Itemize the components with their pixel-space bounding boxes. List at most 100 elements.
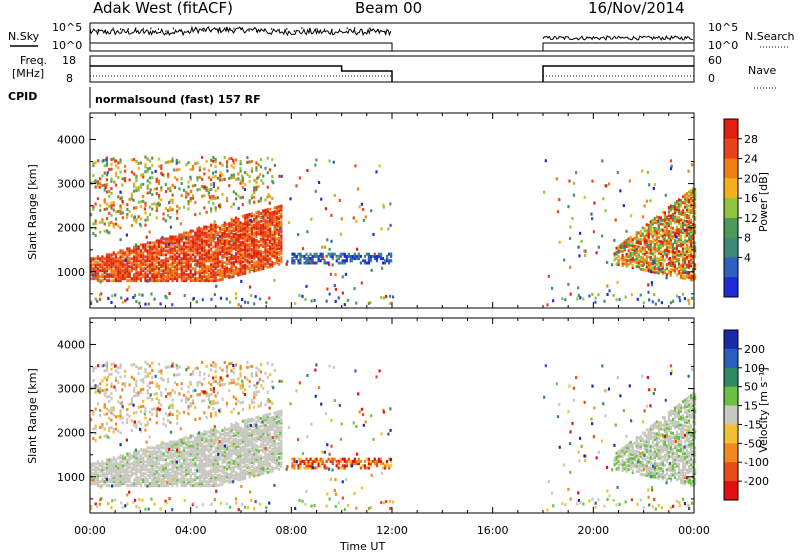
- power-cell: [239, 268, 242, 272]
- power-cell: [255, 264, 258, 268]
- power-cell: [119, 279, 122, 283]
- velocity-cell: [139, 454, 143, 458]
- power-cell: [155, 247, 158, 251]
- power-cell: [212, 265, 215, 269]
- power-colorbar-label: Power [dB]: [757, 172, 770, 232]
- power-cell: [106, 230, 109, 234]
- power-cell: [248, 160, 251, 164]
- power-cell: [673, 270, 677, 274]
- power-cell: [119, 158, 122, 162]
- power-cell: [133, 277, 136, 281]
- power-cell: [685, 231, 689, 235]
- velocity-cell: [234, 445, 238, 449]
- power-cell: [139, 249, 143, 253]
- power-cell: [266, 208, 269, 212]
- power-cell: [185, 251, 188, 255]
- velocity-cell: [244, 460, 247, 464]
- power-cell: [291, 261, 294, 265]
- power-cell: [221, 263, 224, 267]
- power-cell: [268, 296, 271, 300]
- velocity-cell: [167, 470, 170, 474]
- power-cell: [268, 263, 272, 267]
- velocity-cell: [126, 480, 129, 484]
- velocity-cell: [162, 474, 165, 478]
- velocity-cell: [239, 462, 242, 466]
- power-cell: [248, 222, 251, 226]
- power-cell: [246, 221, 249, 225]
- velocity-cell: [234, 437, 238, 441]
- power-cell: [214, 170, 218, 174]
- power-cell: [130, 251, 133, 255]
- velocity-cell: [255, 453, 258, 457]
- power-cell: [273, 250, 276, 254]
- power-cell: [112, 273, 115, 277]
- power-cell: [337, 257, 340, 261]
- power-cell: [148, 255, 152, 259]
- power-cell: [330, 213, 333, 217]
- velocity-cell: [146, 446, 149, 450]
- power-cell: [207, 269, 210, 273]
- velocity-cell: [205, 484, 208, 488]
- velocity-cell: [212, 474, 215, 478]
- velocity-cell: [214, 454, 217, 458]
- power-cell: [661, 218, 664, 222]
- power-cell: [250, 238, 254, 242]
- velocity-cell: [203, 432, 206, 436]
- power-cell: [647, 223, 650, 227]
- power-cell: [246, 247, 249, 251]
- velocity-cell: [144, 464, 147, 468]
- power-cell: [219, 176, 222, 180]
- power-cell: [246, 156, 249, 160]
- power-cell: [250, 252, 254, 256]
- power-cell: [103, 261, 106, 265]
- power-cell: [309, 259, 312, 263]
- power-cell: [185, 163, 188, 167]
- velocity-cell: [157, 458, 161, 462]
- power-cell: [657, 298, 660, 302]
- power-cell: [648, 183, 651, 187]
- power-cell: [189, 275, 192, 279]
- velocity-cell: [241, 445, 244, 449]
- power-cell: [167, 213, 170, 217]
- power-cell: [151, 259, 154, 263]
- power-cell: [92, 257, 95, 261]
- velocity-cell: [212, 428, 215, 432]
- velocity-cell: [164, 480, 167, 484]
- power-cell: [139, 161, 143, 165]
- power-cell: [234, 220, 238, 224]
- power-cell: [268, 207, 272, 211]
- power-cell: [191, 239, 195, 243]
- nsky-dot: [105, 29, 107, 32]
- velocity-cell: [178, 442, 181, 446]
- power-cell: [219, 228, 222, 232]
- velocity-cell: [187, 446, 190, 450]
- power-cell: [364, 215, 367, 219]
- power-cell: [669, 264, 673, 268]
- velocity-cell: [130, 474, 133, 478]
- velocity-cell: [160, 470, 163, 474]
- power-cell: [691, 209, 695, 213]
- power-cell: [250, 250, 254, 254]
- power-cell: [694, 217, 697, 221]
- velocity-cell: [137, 476, 140, 480]
- power-cell: [164, 259, 167, 263]
- power-cell: [677, 271, 681, 275]
- power-cell: [241, 230, 244, 234]
- velocity-cell: [139, 448, 143, 452]
- power-cell: [273, 246, 276, 250]
- velocity-cell: [128, 480, 131, 484]
- power-cell: [669, 214, 673, 218]
- power-cell: [637, 231, 640, 235]
- power-cell: [683, 261, 687, 265]
- power-cell: [142, 257, 145, 261]
- velocity-cell: [232, 477, 235, 481]
- power-cell: [96, 257, 99, 261]
- power-cell: [196, 279, 199, 283]
- velocity-cell: [169, 476, 172, 480]
- power-cell: [656, 219, 660, 223]
- velocity-cell: [275, 462, 278, 466]
- power-cell: [151, 261, 154, 265]
- velocity-cell: [241, 431, 244, 435]
- velocity-cell: [203, 468, 206, 472]
- power-cell: [94, 221, 97, 225]
